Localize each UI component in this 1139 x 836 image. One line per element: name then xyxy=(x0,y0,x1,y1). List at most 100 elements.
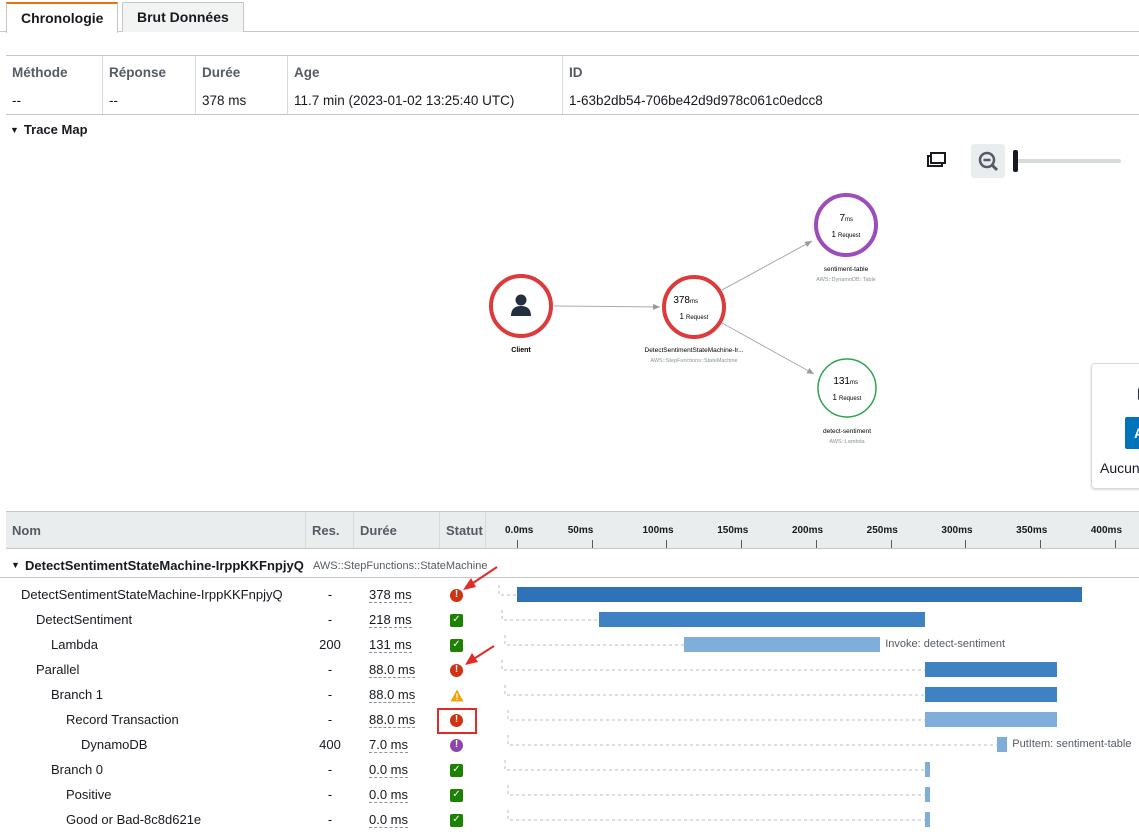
timeline-row[interactable]: DetectSentimentStateMachine-IrppKKFnpjyQ… xyxy=(0,583,1139,608)
segment-duration[interactable]: 378 ms xyxy=(369,587,412,603)
zoom-slider-handle[interactable] xyxy=(1013,150,1018,172)
trace-map-toggle[interactable]: ▼ Trace Map xyxy=(10,122,88,137)
status-error-icon: ! xyxy=(450,714,463,727)
timeline-row[interactable]: Branch 1 - 88.0 ms! xyxy=(0,683,1139,708)
segment-duration[interactable]: 218 ms xyxy=(369,612,412,628)
segment-response: - xyxy=(327,687,333,702)
segment-group-header[interactable]: ▼ DetectSentimentStateMachine-IrppKKFnpj… xyxy=(0,556,1139,578)
segment-name: Branch 1 xyxy=(51,687,104,702)
summary-id-value[interactable]: 1-63b2db54-706be42d9d978c061c0edcc8 xyxy=(569,93,823,108)
segment-response: - xyxy=(327,662,333,677)
segment-duration[interactable]: 131 ms xyxy=(369,637,412,653)
summary-response-header: Réponse xyxy=(109,65,167,80)
trace-map-title: Trace Map xyxy=(23,122,88,137)
node-detect-sentiment-type: AWS::Lambda xyxy=(829,439,865,445)
summary-duration-header: Durée xyxy=(202,65,241,80)
segment-name: Record Transaction xyxy=(66,712,179,727)
zoom-out-button[interactable] xyxy=(971,144,1005,178)
caret-down-icon: ▼ xyxy=(10,125,19,135)
col-res-header[interactable]: Res. xyxy=(306,512,354,548)
segment-duration[interactable]: 0.0 ms xyxy=(369,812,409,828)
panel-action-button[interactable]: A xyxy=(1125,417,1139,449)
node-detect-sentiment[interactable]: 131 ms 1 Request detect-sentiment AWS::L… xyxy=(817,358,877,445)
status-ok-icon: ✓ xyxy=(450,614,463,627)
axis-tick-label: 0.0ms xyxy=(505,525,534,536)
trace-map-canvas[interactable]: Client 378 ms 1 Request DetectSentimentS… xyxy=(0,140,1139,510)
segment-bar[interactable] xyxy=(684,637,881,652)
segment-bar[interactable] xyxy=(925,662,1057,677)
segment-name: Branch 0 xyxy=(51,762,104,777)
summary-response-value: -- xyxy=(109,93,118,108)
segment-duration[interactable]: 88.0 ms xyxy=(369,662,416,678)
summary-id-cell: ID 1-63b2db54-706be42d9d978c061c0edcc8 xyxy=(563,56,1139,114)
summary-method-value: -- xyxy=(12,93,21,108)
axis-tick-label: 150ms xyxy=(717,525,749,536)
timeline-row[interactable]: Parallel - 88.0 ms! xyxy=(0,658,1139,683)
edge-client-statemachine xyxy=(553,303,661,310)
timeline-row[interactable]: DynamoDB 400 7.0 ms! PutItem: sentiment-tab… xyxy=(0,733,1139,758)
node-detect-sentiment-duration: 131 xyxy=(833,376,850,387)
segment-bar[interactable] xyxy=(599,612,926,627)
segment-bar[interactable] xyxy=(925,787,931,802)
annotation-highlight-box xyxy=(437,708,477,734)
segment-bar[interactable] xyxy=(925,712,1057,727)
segment-response: - xyxy=(327,787,333,802)
fullscreen-button[interactable] xyxy=(919,144,953,178)
segment-duration[interactable]: 7.0 ms xyxy=(369,737,409,753)
axis-tick-mark xyxy=(741,540,743,548)
segment-bar[interactable] xyxy=(517,587,1082,602)
segment-bar[interactable] xyxy=(925,762,931,777)
summary-response-cell: Réponse -- xyxy=(103,56,196,114)
zoom-out-icon xyxy=(978,151,999,172)
segment-response: - xyxy=(327,812,333,827)
timeline-row[interactable]: Lambda 200 131 ms ✓ Invoke: detect-sentiment xyxy=(0,633,1139,658)
node-detect-sentiment-unit: ms xyxy=(850,380,858,386)
segment-response: 400 xyxy=(319,737,341,752)
summary-duration-cell: Durée 378 ms xyxy=(196,56,288,114)
node-statemachine[interactable]: 378 ms 1 Request DetectSentimentStateMac… xyxy=(645,275,744,364)
zoom-slider-track[interactable] xyxy=(1015,159,1121,163)
node-detect-sentiment-request-label: Request xyxy=(839,396,862,402)
axis-tick-label: 100ms xyxy=(642,525,674,536)
group-name: DetectSentimentStateMachine-IrppKKFnpjyQ xyxy=(25,558,304,573)
segment-duration[interactable]: 0.0 ms xyxy=(369,762,409,778)
status-fault-icon: ! xyxy=(450,739,463,752)
node-client[interactable]: Client xyxy=(489,274,553,354)
axis-tick-mark xyxy=(517,540,518,548)
tab-brut-donnees[interactable]: Brut Données xyxy=(122,2,244,32)
segment-bar[interactable] xyxy=(925,687,1057,702)
axis-tick-mark xyxy=(815,540,817,548)
segment-duration[interactable]: 0.0 ms xyxy=(369,787,409,803)
node-statemachine-label: DetectSentimentStateMachine-Ir... xyxy=(645,347,744,354)
segment-bar[interactable] xyxy=(996,737,1008,752)
timeline-row[interactable]: DetectSentiment - 218 ms ✓ xyxy=(0,608,1139,633)
col-duration-header[interactable]: Durée xyxy=(354,512,440,548)
col-status-header[interactable]: Statut xyxy=(440,512,486,548)
node-statemachine-unit: ms xyxy=(690,299,698,305)
col-name-header[interactable]: Nom xyxy=(6,512,306,548)
node-statemachine-type: AWS::StepFunctions::StateMachine xyxy=(650,358,737,364)
status-ok-icon: ✓ xyxy=(450,764,463,777)
node-detect-sentiment-label: detect-sentiment xyxy=(823,428,871,435)
axis-tick-mark xyxy=(890,540,892,548)
group-type: AWS::StepFunctions::StateMachine xyxy=(313,560,488,572)
user-icon xyxy=(515,294,527,306)
tab-bar: Chronologie Brut Données xyxy=(0,0,1139,33)
axis-tick-mark xyxy=(1114,540,1116,548)
segment-duration[interactable]: 88.0 ms xyxy=(369,687,416,703)
node-client-label: Client xyxy=(511,347,531,354)
segment-bar[interactable] xyxy=(925,812,931,827)
segment-duration[interactable]: 88.0 ms xyxy=(369,712,416,728)
summary-method-header: Méthode xyxy=(12,65,68,80)
timeline-row[interactable]: Record Transaction - 88.0 ms! xyxy=(0,708,1139,733)
node-statemachine-request-label: Request xyxy=(686,315,709,321)
node-sentiment-table[interactable]: 7 ms 1 Request sentiment-table AWS::Dyna… xyxy=(814,193,878,283)
axis-tick-label: 350ms xyxy=(1016,525,1048,536)
timeline-row[interactable]: Branch 0 - 0.0 ms ✓ xyxy=(0,758,1139,783)
segment-name: DetectSentiment xyxy=(36,612,133,627)
timeline-row[interactable]: Positive - 0.0 ms ✓ xyxy=(0,783,1139,808)
caret-down-icon: ▼ xyxy=(11,560,20,570)
timeline-row[interactable]: Good or Bad-8c8d621e - 0.0 ms ✓ xyxy=(0,808,1139,833)
tab-chronologie[interactable]: Chronologie xyxy=(6,2,119,33)
axis-tick-label: 400ms xyxy=(1090,525,1123,536)
